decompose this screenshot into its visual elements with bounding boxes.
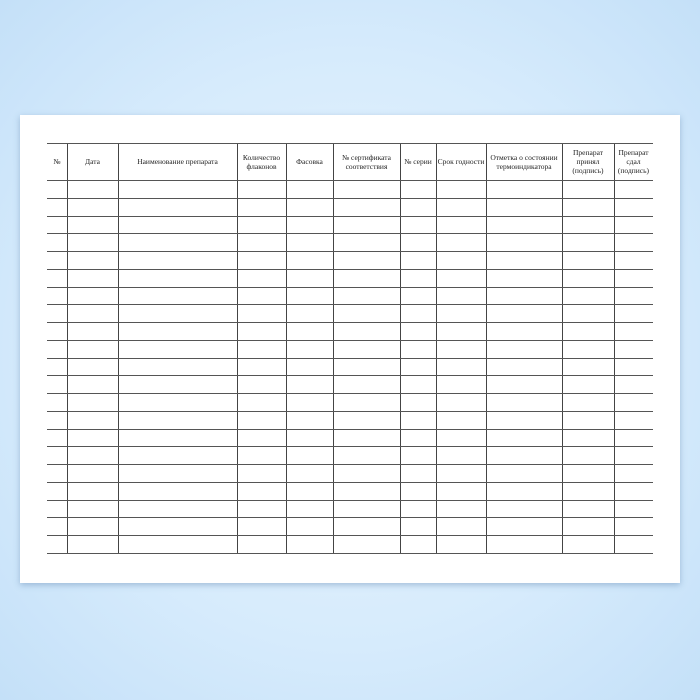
column-divider — [237, 143, 238, 553]
column-header: Наименование препарата — [137, 157, 218, 166]
table-row-line — [47, 429, 653, 430]
table-row-line — [47, 535, 653, 536]
table-row-line — [47, 216, 653, 217]
column-header: Препарат принял (подпись) — [572, 148, 604, 175]
column-divider — [333, 143, 334, 553]
table-row-line — [47, 553, 653, 554]
header-border — [47, 143, 653, 144]
table-row-line — [47, 482, 653, 483]
column-divider — [486, 143, 487, 553]
table-row-line — [47, 251, 653, 252]
column-divider — [436, 143, 437, 553]
column-header: Дата — [85, 157, 100, 166]
column-divider — [67, 143, 68, 553]
table-row-line — [47, 322, 653, 323]
column-divider — [562, 143, 563, 553]
table-row-line — [47, 340, 653, 341]
table-row-line — [47, 233, 653, 234]
column-header: Срок годности — [437, 157, 485, 166]
table-row-line — [47, 358, 653, 359]
table-row-line — [47, 464, 653, 465]
column-divider — [400, 143, 401, 553]
column-header: № сертификата соответствия — [342, 152, 391, 171]
column-divider — [286, 143, 287, 553]
column-divider — [118, 143, 119, 553]
column-divider — [614, 143, 615, 553]
table-row-line — [47, 375, 653, 376]
table-row-line — [47, 517, 653, 518]
table-row-line — [47, 500, 653, 501]
table-row-line — [47, 287, 653, 288]
table-row-line — [47, 269, 653, 270]
table-row-line — [47, 446, 653, 447]
column-header: Препарат сдал (подпись) — [617, 148, 650, 175]
header-border — [47, 180, 653, 181]
column-header: Фасовка — [296, 157, 323, 166]
column-header: Отметка о состоянии термоиндикатора — [490, 152, 558, 171]
table-row-line — [47, 304, 653, 305]
column-header: № серии — [404, 157, 432, 166]
form-sheet — [20, 115, 680, 583]
table-row-line — [47, 411, 653, 412]
column-header: Количество флаконов — [242, 152, 281, 171]
column-header: № — [53, 157, 61, 166]
table-row-line — [47, 393, 653, 394]
table-row-line — [47, 198, 653, 199]
